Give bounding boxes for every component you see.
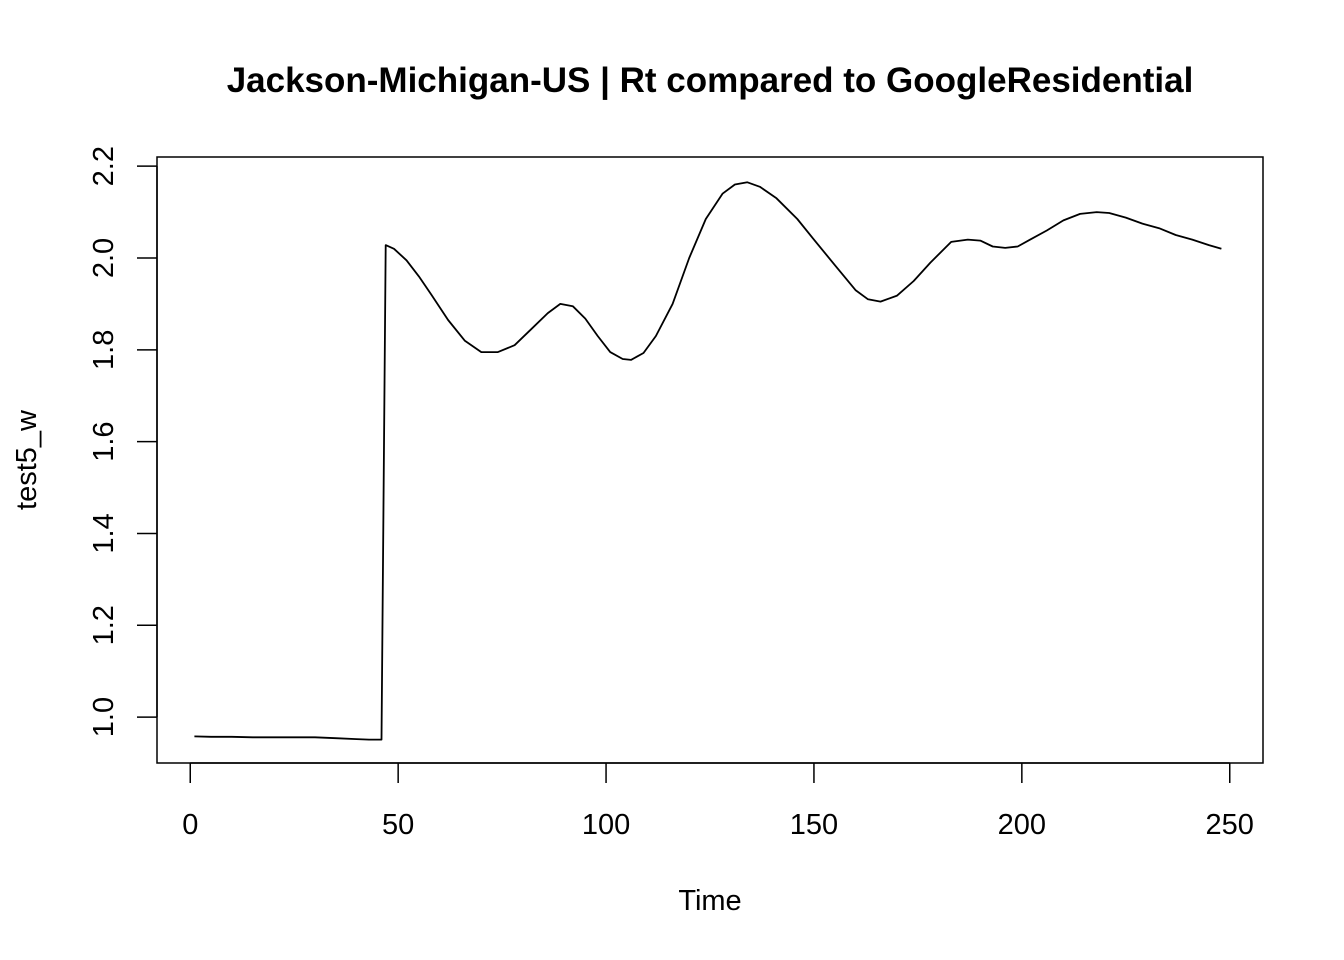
- x-tick-label: 50: [382, 809, 414, 841]
- y-tick-label: 2.0: [88, 238, 120, 278]
- series-line: [194, 181, 1222, 741]
- x-tick-label: 200: [998, 809, 1046, 841]
- x-tick-label: 100: [582, 809, 630, 841]
- plot-frame: [156, 156, 1264, 764]
- x-tick-label: 150: [790, 809, 838, 841]
- y-axis-label: test5_w: [11, 409, 43, 510]
- y-tick-label: 1.6: [88, 421, 120, 461]
- y-axis: 1.0 1.2 1.4 1.6 1.8 2.0 2.2: [88, 146, 158, 737]
- y-tick-label: 1.8: [88, 330, 120, 370]
- chart-title: Jackson-Michigan-US | Rt compared to Goo…: [227, 61, 1194, 100]
- x-tick-label: 250: [1206, 809, 1254, 841]
- x-axis-label: Time: [678, 885, 741, 917]
- y-tick-label: 1.0: [88, 697, 120, 737]
- y-tick-label: 1.2: [88, 605, 120, 645]
- x-axis: 0 50 100 150 200 250: [182, 762, 1254, 841]
- x-tick-label: 0: [182, 809, 198, 841]
- y-tick-label: 2.2: [88, 146, 120, 186]
- y-tick-label: 1.4: [88, 513, 120, 553]
